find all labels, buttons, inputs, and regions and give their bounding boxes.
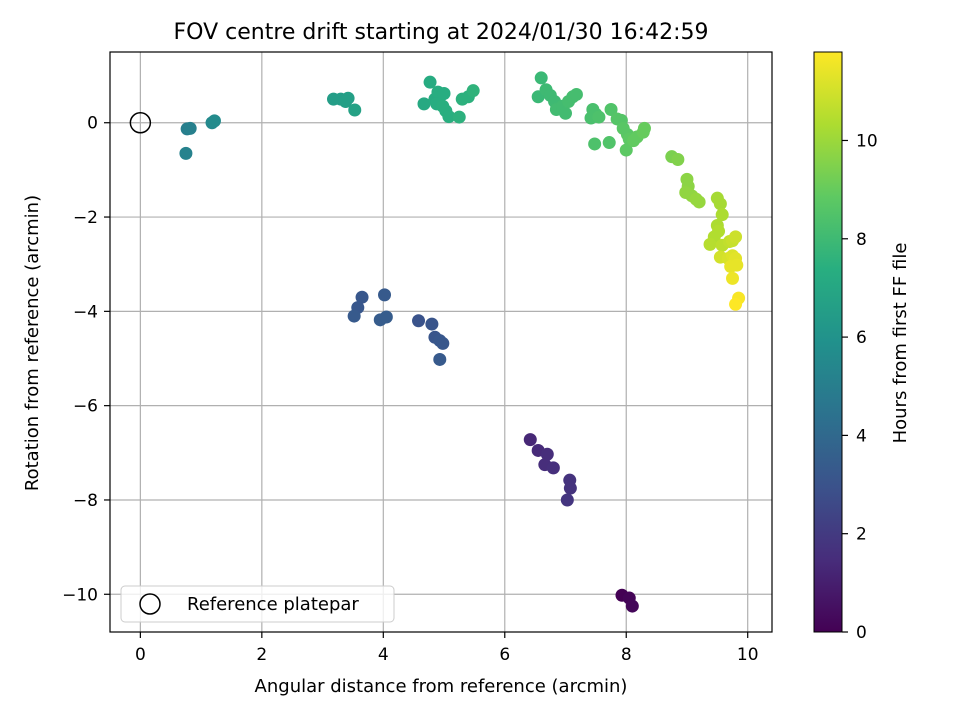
data-point (671, 153, 685, 167)
plot-frame (109, 51, 773, 633)
legend-box (120, 585, 395, 623)
colorbar-tick-label: 0 (856, 623, 867, 643)
colorbar-tick-label: 4 (856, 426, 867, 446)
data-point (339, 95, 353, 109)
x-tick-label: 2 (256, 645, 267, 665)
data-point (592, 110, 606, 124)
scatter-points (179, 71, 746, 613)
y-tick-label: −6 (73, 397, 98, 417)
data-point (569, 87, 583, 101)
data-point (379, 310, 393, 324)
data-point (436, 336, 450, 350)
legend: Reference platepar (120, 585, 395, 623)
y-tick-label: −2 (73, 208, 98, 228)
x-tick-label: 10 (737, 645, 759, 665)
legend-label: Reference platepar (187, 594, 359, 615)
data-point (452, 110, 466, 124)
y-tick-label: −10 (62, 585, 98, 605)
data-point (183, 121, 197, 135)
x-tick-label: 0 (135, 645, 146, 665)
colorbar-ticks: 0 2 4 6 8 10 (842, 131, 878, 643)
data-point (730, 258, 744, 272)
data-point (433, 352, 447, 366)
colorbar-gradient (813, 51, 843, 633)
reference-platepar-marker (129, 111, 152, 134)
data-point (729, 230, 743, 244)
data-point (713, 197, 727, 211)
data-point (563, 481, 577, 495)
legend-marker (139, 593, 161, 615)
data-point (559, 106, 573, 120)
data-point (347, 309, 361, 323)
data-point (729, 297, 743, 311)
colorbar-tick-label: 6 (856, 328, 867, 348)
data-point (588, 137, 602, 151)
data-point (348, 103, 362, 117)
y-tick-label: 0 (87, 114, 98, 134)
chart-title: FOV centre drift starting at 2024/01/30 … (174, 20, 709, 45)
data-point (207, 114, 221, 128)
x-axis-label: Angular distance from reference (arcmin) (255, 676, 628, 697)
data-point (425, 317, 439, 331)
colorbar-tick-label: 10 (856, 131, 878, 151)
x-tick-label: 6 (499, 645, 510, 665)
colorbar-label: Hours from first FF file (890, 243, 911, 444)
data-point (692, 195, 706, 209)
data-point (726, 271, 740, 285)
data-point (540, 447, 554, 461)
data-point (412, 314, 426, 328)
x-tick-label: 4 (378, 645, 389, 665)
data-point (546, 461, 560, 475)
data-point (423, 75, 437, 89)
y-tick-label: −8 (73, 491, 98, 511)
y-tick-label: −4 (73, 302, 98, 322)
x-axis-ticks: 0 2 4 6 8 10 (135, 632, 759, 665)
colorbar-tick-label: 2 (856, 525, 867, 545)
y-axis-label: Rotation from reference (arcmin) (22, 195, 43, 491)
data-point (619, 143, 633, 157)
data-point (442, 110, 456, 124)
data-point (625, 599, 639, 613)
data-point (378, 288, 392, 302)
colorbar-tick-label: 8 (856, 230, 867, 250)
data-point (637, 121, 651, 135)
data-point (715, 208, 729, 222)
data-point (534, 71, 548, 85)
data-point (417, 97, 431, 111)
colorbar: 0 2 4 6 8 10 Hours from first FF file (813, 51, 911, 643)
grid-layer (110, 52, 772, 632)
data-point (179, 146, 193, 160)
plot-area: 0 2 4 6 8 10 −10 −8 −6 −4 −2 0 (62, 51, 773, 665)
data-point (703, 237, 717, 251)
data-point (560, 493, 574, 507)
data-point (437, 86, 451, 100)
data-point (523, 433, 537, 447)
data-point (604, 103, 618, 117)
data-point (602, 136, 616, 150)
y-axis-ticks: −10 −8 −6 −4 −2 0 (62, 114, 110, 605)
data-point (355, 290, 369, 304)
data-point (466, 84, 480, 98)
x-tick-label: 8 (621, 645, 632, 665)
